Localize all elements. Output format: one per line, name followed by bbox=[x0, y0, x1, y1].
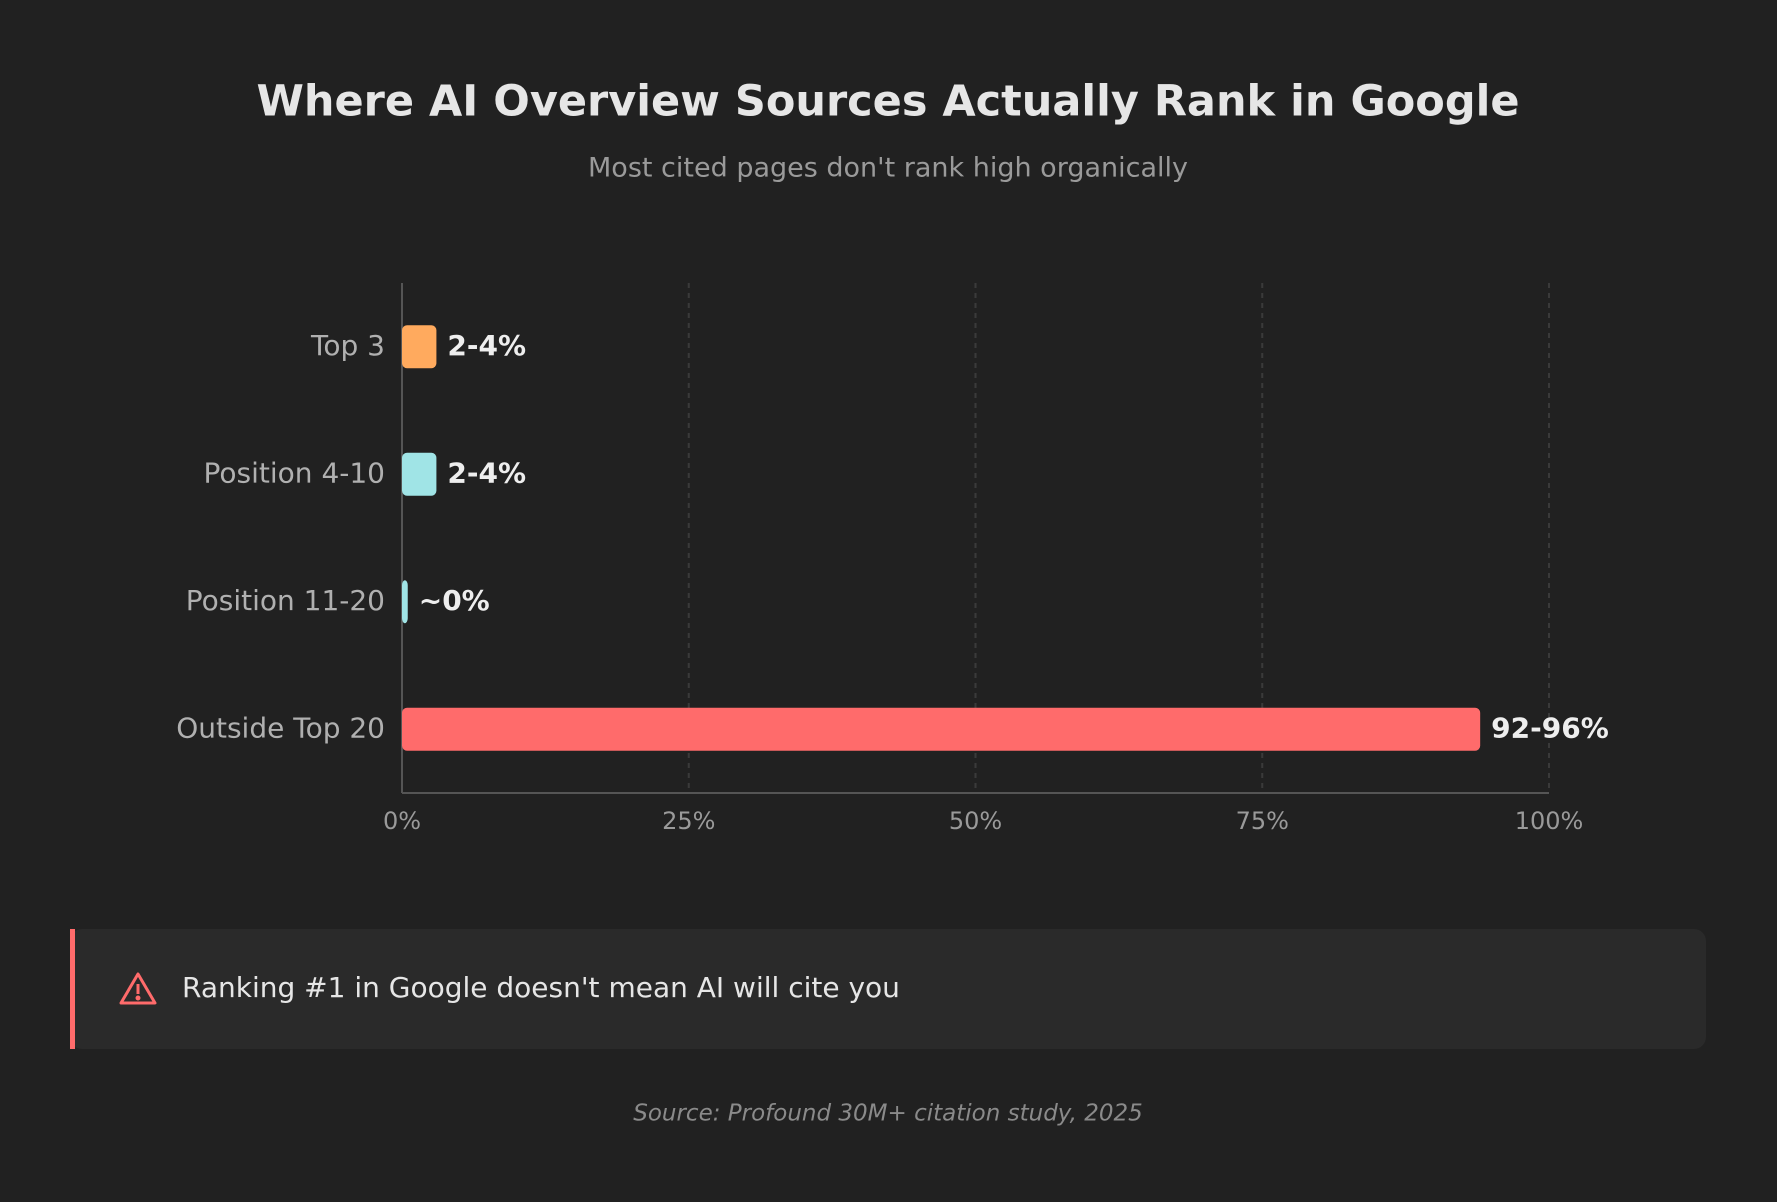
value-label: 2-4% bbox=[447, 456, 526, 489]
x-tick-label: 50% bbox=[949, 807, 1002, 835]
y-tick-label: Position 11-20 bbox=[186, 584, 385, 617]
y-tick-label: Top 3 bbox=[310, 329, 385, 362]
y-tick-label: Position 4-10 bbox=[204, 456, 385, 489]
x-tick-label: 0% bbox=[383, 807, 421, 835]
chart-title: Where AI Overview Sources Actually Rank … bbox=[256, 77, 1519, 127]
bar bbox=[402, 452, 437, 496]
source-note: Source: Profound 30M+ citation study, 20… bbox=[633, 1101, 1143, 1127]
callout-text: Ranking #1 in Google doesn't mean AI wil… bbox=[182, 971, 900, 1004]
warning-icon bbox=[119, 972, 157, 1005]
callout-box bbox=[70, 929, 1706, 1049]
callout-accent bbox=[70, 929, 75, 1049]
y-tick-label: Outside Top 20 bbox=[176, 711, 385, 744]
chart-subtitle: Most cited pages don't rank high organic… bbox=[588, 153, 1188, 184]
x-tick-label: 75% bbox=[1236, 807, 1289, 835]
bar bbox=[402, 580, 408, 624]
value-label: 92-96% bbox=[1491, 711, 1609, 744]
bar bbox=[402, 325, 437, 369]
value-label: ~0% bbox=[419, 584, 490, 617]
bar bbox=[402, 707, 1481, 751]
x-tick-label: 25% bbox=[662, 807, 715, 835]
x-tick-label: 100% bbox=[1515, 807, 1584, 835]
value-label: 2-4% bbox=[447, 329, 526, 362]
